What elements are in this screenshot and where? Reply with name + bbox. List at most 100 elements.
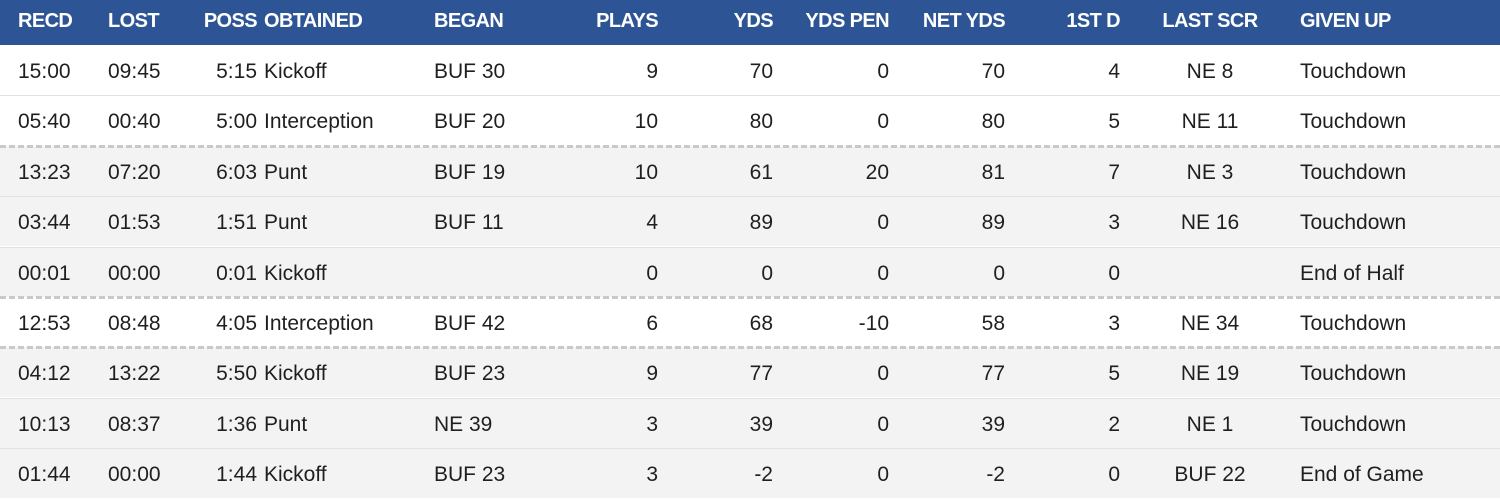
column-header: PLAYS — [596, 10, 658, 32]
row-separator — [0, 397, 1500, 399]
table-cell: 01:44 — [18, 463, 71, 487]
table-cell: -10 — [858, 312, 889, 335]
table-cell: 10:13 — [18, 412, 71, 436]
table-cell: 05:40 — [18, 110, 71, 134]
column-header: YDS — [733, 10, 774, 32]
table-cell: 08:37 — [108, 412, 161, 436]
table-cell: Touchdown — [1300, 211, 1407, 235]
table-row — [0, 45, 1500, 95]
table-cell: Touchdown — [1300, 312, 1407, 335]
column-header: YDS PEN — [805, 10, 889, 32]
table-row — [0, 246, 1500, 297]
table-cell: BUF 19 — [434, 160, 506, 184]
table-cell: 1:36 — [216, 412, 257, 436]
table-cell: 00:01 — [18, 261, 71, 285]
row-separator — [0, 144, 1500, 148]
table-cell: 4 — [646, 211, 658, 235]
table-cell: 4:05 — [216, 312, 257, 335]
table-cell: Touchdown — [1300, 362, 1407, 386]
table-cell: 10 — [634, 110, 658, 134]
table-cell: 77 — [749, 362, 773, 386]
table-cell: End of Game — [1300, 463, 1424, 487]
table-cell: 01:53 — [108, 211, 161, 235]
table-cell: 2 — [1108, 412, 1120, 436]
table-cell: NE 11 — [1181, 110, 1239, 134]
table-cell: 81 — [981, 160, 1005, 184]
table-cell: Kickoff — [264, 60, 327, 83]
table-cell: Kickoff — [264, 261, 327, 285]
table-cell: BUF 23 — [434, 463, 506, 487]
table-cell: BUF 11 — [434, 211, 504, 235]
table-cell: 77 — [981, 362, 1005, 386]
table-cell: 68 — [749, 312, 773, 335]
table-cell: 04:12 — [18, 362, 71, 386]
table-cell: 61 — [749, 160, 773, 184]
table-row — [0, 196, 1500, 247]
table-cell: BUF 42 — [434, 312, 506, 335]
row-separator — [0, 95, 1500, 97]
table-cell: 0 — [877, 362, 889, 386]
column-header: 1ST D — [1066, 10, 1120, 32]
table-cell: NE 3 — [1186, 160, 1234, 184]
table-cell: Punt — [264, 160, 308, 184]
column-header: RECD — [18, 10, 73, 32]
table-cell: 5:00 — [216, 110, 257, 134]
table-cell: 12:53 — [18, 312, 71, 335]
table-cell: 07:20 — [108, 160, 161, 184]
table-cell: 3 — [646, 463, 658, 487]
table-cell: Touchdown — [1300, 60, 1407, 83]
table-cell: 80 — [981, 110, 1005, 134]
table-cell: 58 — [981, 312, 1005, 335]
table-cell: 0 — [1108, 463, 1120, 487]
table-cell: -2 — [986, 463, 1005, 487]
table-cell: Kickoff — [264, 463, 327, 487]
table-cell: BUF 30 — [434, 60, 506, 83]
table-cell: NE 8 — [1186, 60, 1234, 83]
table-row — [0, 397, 1500, 448]
table-cell: 0 — [877, 60, 889, 83]
table-cell: 89 — [749, 211, 773, 235]
table-cell: 13:23 — [18, 160, 71, 184]
table-row — [0, 297, 1500, 347]
table-cell: 7 — [1108, 160, 1120, 184]
table-cell: 1:44 — [216, 463, 257, 487]
table-cell: 39 — [749, 412, 773, 436]
table-cell: End of Half — [1300, 261, 1404, 285]
table-cell: Touchdown — [1300, 160, 1407, 184]
table-cell: 15:00 — [18, 60, 71, 83]
table-cell: 0 — [1108, 261, 1120, 285]
table-cell: 5 — [1108, 110, 1120, 134]
table-cell: 4 — [1108, 60, 1120, 83]
table-cell: 6:03 — [216, 160, 257, 184]
table-cell: NE 1 — [1186, 412, 1234, 436]
table-cell: 20 — [865, 160, 889, 184]
column-header: NET YDS — [922, 10, 1006, 32]
column-header: BEGAN — [434, 10, 504, 32]
row-separator — [0, 296, 1500, 299]
table-cell: 00:40 — [108, 110, 161, 134]
table-cell: 0 — [761, 261, 773, 285]
table-cell: 9 — [646, 362, 658, 386]
table-cell: 0 — [993, 261, 1005, 285]
table-row — [0, 448, 1500, 499]
table-cell: Interception — [264, 110, 374, 134]
table-row — [0, 145, 1500, 196]
table-cell: 0 — [646, 261, 658, 285]
table-cell: 08:48 — [108, 312, 161, 335]
table-cell: 3 — [1108, 312, 1120, 335]
table-cell: 13:22 — [108, 362, 161, 386]
table-cell: 03:44 — [18, 211, 71, 235]
table-cell: 10 — [634, 160, 658, 184]
column-header: OBTAINED — [264, 10, 363, 32]
table-cell: NE 39 — [434, 412, 493, 436]
table-cell: 0 — [877, 261, 889, 285]
table-cell: 00:00 — [108, 463, 161, 487]
table-cell: Kickoff — [264, 362, 327, 386]
table-cell: 80 — [749, 110, 773, 134]
table-cell: 09:45 — [108, 60, 161, 83]
table-cell: 6 — [646, 312, 658, 335]
table-cell: NE 34 — [1180, 312, 1240, 335]
table-cell: 3 — [646, 412, 658, 436]
table-cell: 89 — [981, 211, 1005, 235]
